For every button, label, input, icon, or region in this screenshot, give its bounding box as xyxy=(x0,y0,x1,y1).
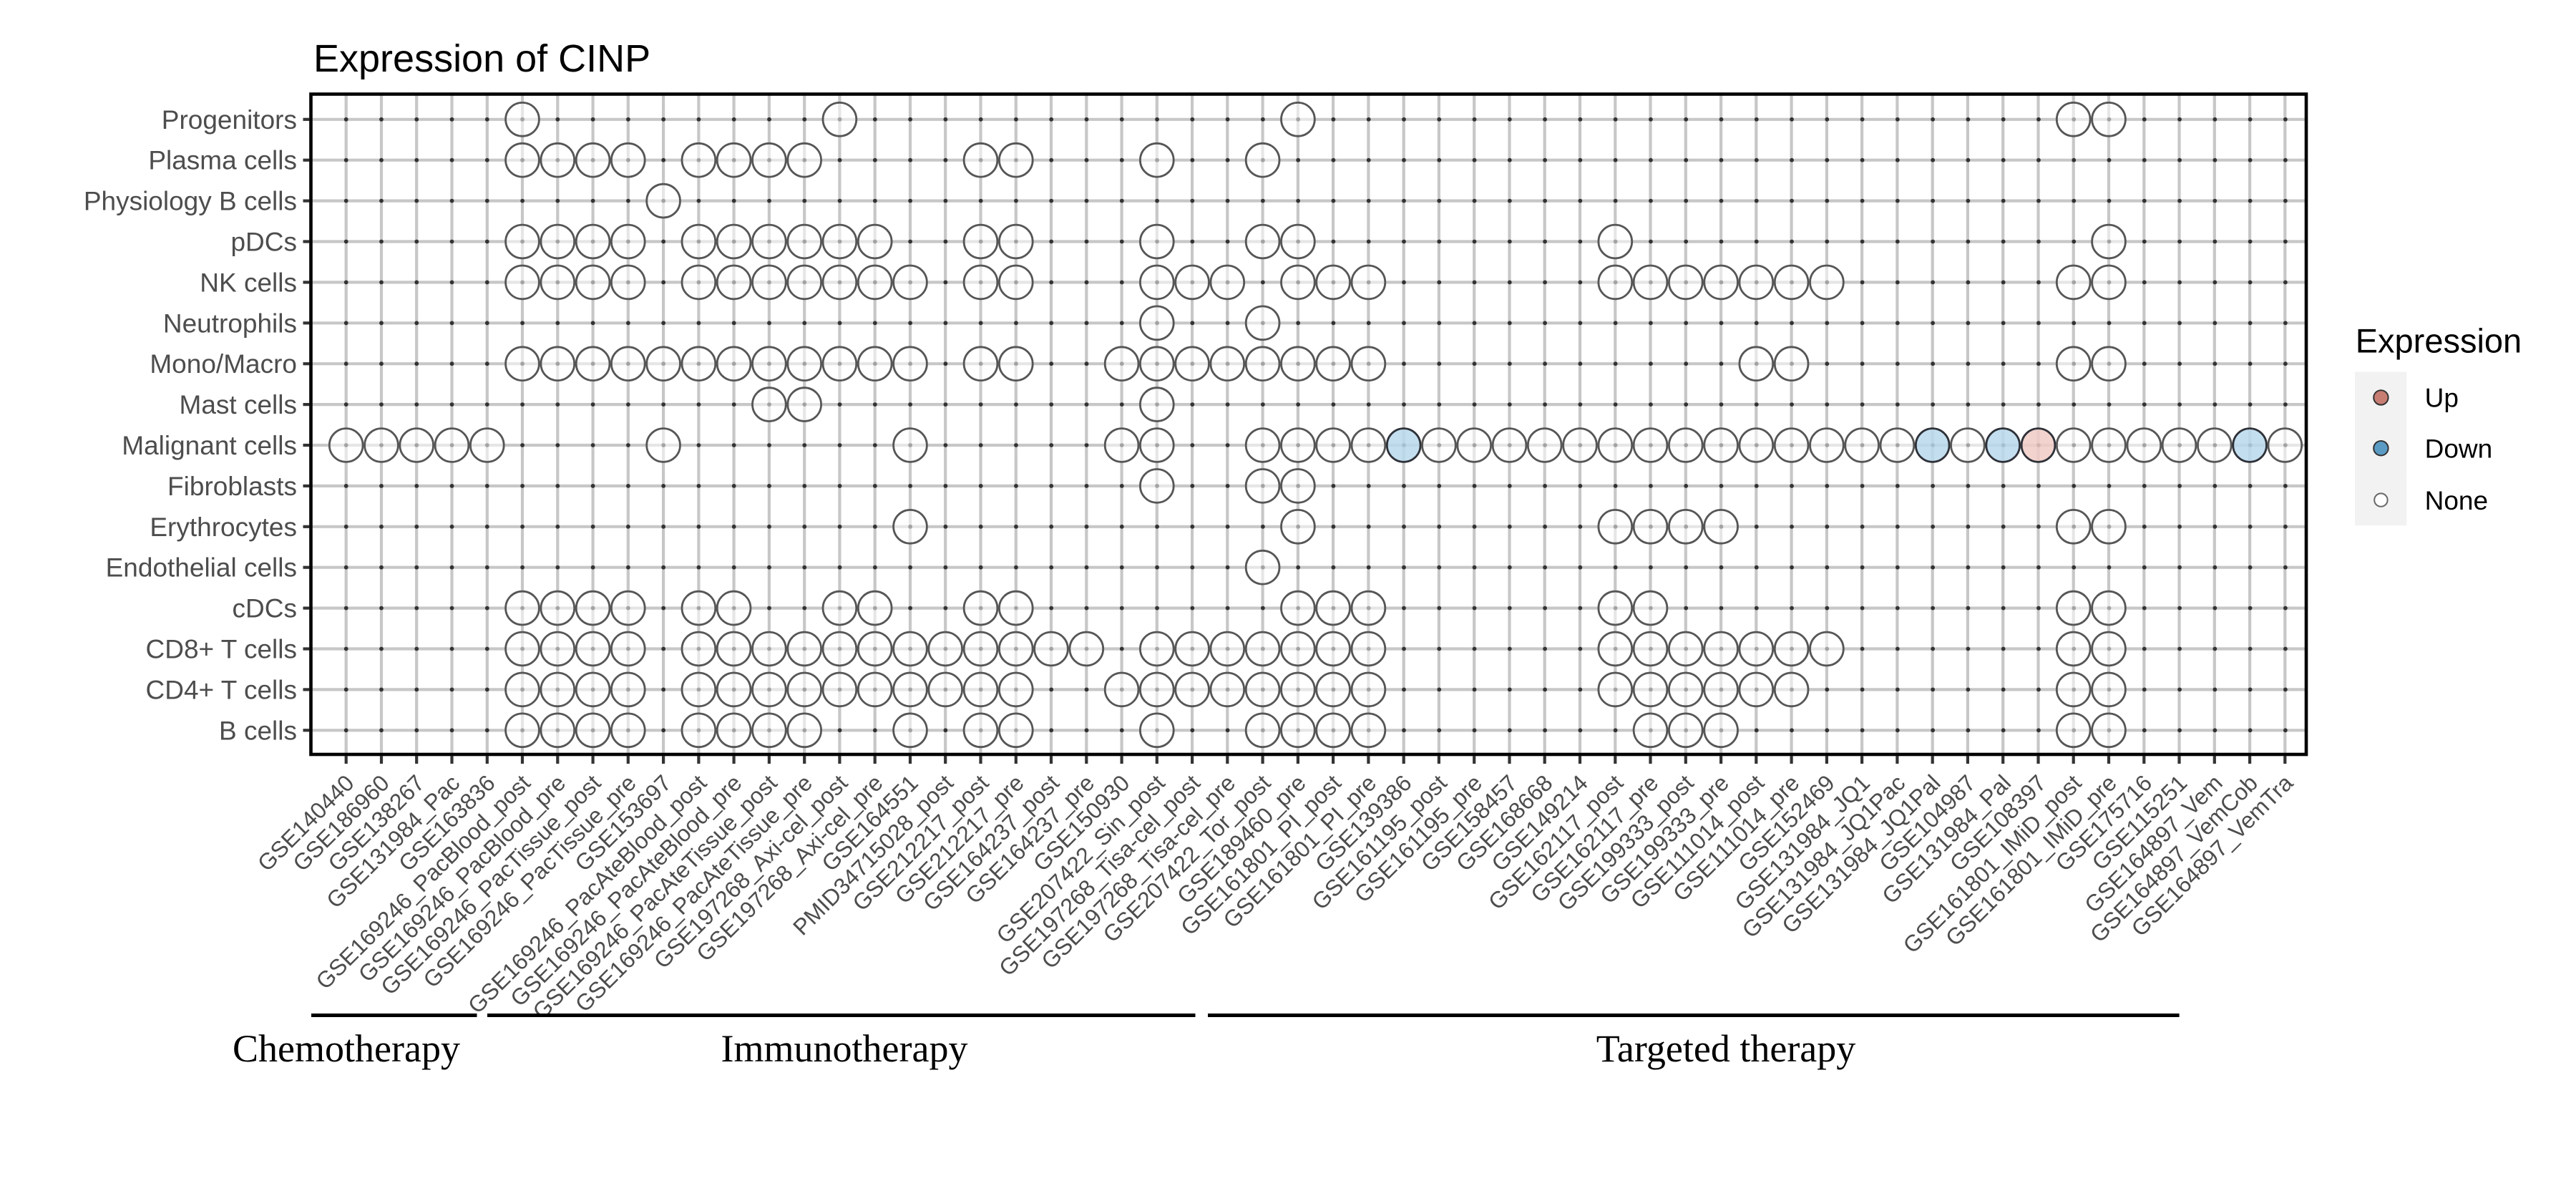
svg-text:Fibroblasts: Fibroblasts xyxy=(167,472,297,501)
svg-text:None: None xyxy=(2425,486,2488,515)
svg-text:cDCs: cDCs xyxy=(233,594,297,623)
svg-text:Expression: Expression xyxy=(2356,322,2522,360)
svg-text:Targeted therapy: Targeted therapy xyxy=(1596,1027,1856,1070)
svg-text:Chemotherapy: Chemotherapy xyxy=(233,1027,460,1070)
svg-text:Mono/Macro: Mono/Macro xyxy=(150,349,297,379)
svg-text:Erythrocytes: Erythrocytes xyxy=(150,512,297,542)
svg-text:Malignant cells: Malignant cells xyxy=(122,431,297,460)
svg-text:pDCs: pDCs xyxy=(230,228,297,257)
svg-text:CD4+ T cells: CD4+ T cells xyxy=(146,675,297,704)
svg-text:Plasma cells: Plasma cells xyxy=(148,146,297,175)
svg-text:CD8+ T cells: CD8+ T cells xyxy=(146,635,297,664)
svg-text:Expression of CINP: Expression of CINP xyxy=(313,37,650,80)
svg-text:B cells: B cells xyxy=(219,716,297,745)
svg-text:Immunotherapy: Immunotherapy xyxy=(721,1027,968,1070)
svg-text:Physiology B cells: Physiology B cells xyxy=(84,187,297,216)
svg-text:Neutrophils: Neutrophils xyxy=(163,308,297,338)
svg-text:Down: Down xyxy=(2425,434,2493,464)
svg-text:NK cells: NK cells xyxy=(200,268,297,297)
svg-text:Up: Up xyxy=(2425,384,2459,413)
svg-text:Progenitors: Progenitors xyxy=(162,105,297,135)
svg-text:Mast cells: Mast cells xyxy=(180,390,297,419)
svg-text:Endothelial cells: Endothelial cells xyxy=(106,553,297,583)
